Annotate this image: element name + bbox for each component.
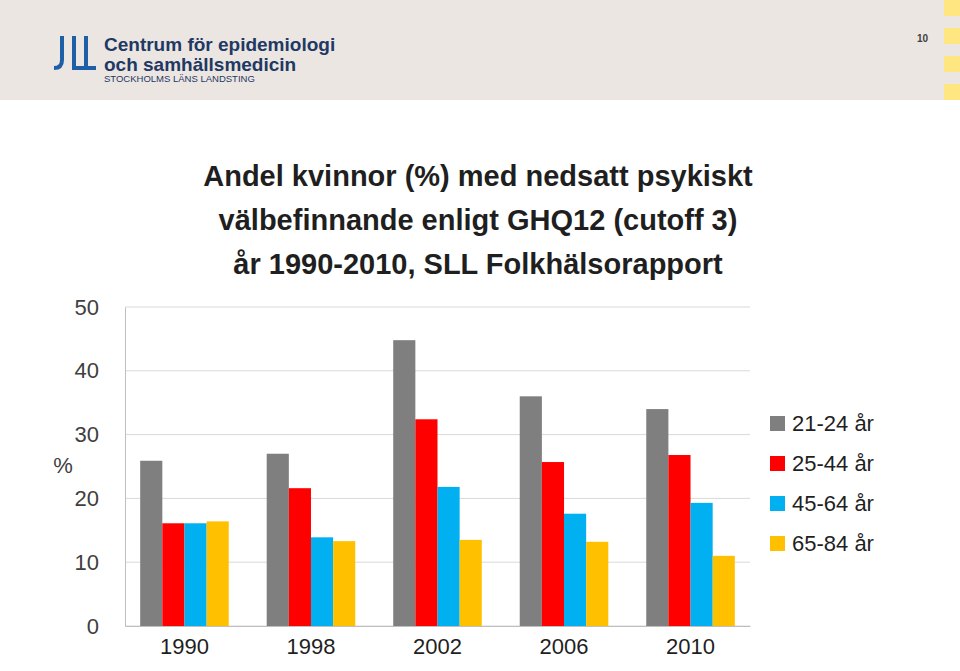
legend-label: 21-24 år <box>792 411 874 436</box>
x-tick-label: 1998 <box>287 634 336 659</box>
y-tick: 40 <box>75 358 125 383</box>
title-line: Andel kvinnor (%) med nedsatt psykiskt <box>203 160 753 192</box>
title-line: välbefinnande enligt GHQ12 (cutoff 3) <box>219 204 738 236</box>
grid-line <box>125 370 750 371</box>
header-band <box>0 0 960 100</box>
y-tick: 20 <box>75 486 125 511</box>
organization: och samhällsmedicin <box>104 54 296 75</box>
logo-stroke <box>54 36 62 68</box>
y-tick-label: 30 <box>75 422 99 447</box>
bar <box>564 514 586 626</box>
bar <box>393 340 415 626</box>
x-axis-line <box>126 626 751 627</box>
bar <box>311 537 333 626</box>
y-axis-line <box>125 308 126 627</box>
legend-swatch <box>770 416 785 431</box>
x-axis: 1990 1998 2002 2006 2010 <box>126 626 751 659</box>
deco-square <box>944 84 960 100</box>
bar <box>415 419 437 626</box>
x-tick-label: 2010 <box>666 634 715 659</box>
bar <box>267 454 289 626</box>
legend-label: 45-64 år <box>792 491 874 516</box>
x-tick: 1990 <box>160 626 209 659</box>
x-tick: 1998 <box>287 626 336 659</box>
bar <box>207 521 229 626</box>
x-tick-label: 2002 <box>413 634 462 659</box>
organization: Centrum för epidemiologi <box>104 34 335 55</box>
y-label: % <box>53 453 73 478</box>
bar <box>520 396 542 626</box>
grid-line <box>125 307 750 308</box>
bar <box>140 461 162 626</box>
legend-label: 25-44 år <box>792 451 874 476</box>
bar <box>691 503 713 626</box>
y-axis: 0 10 20 30 40 50 <box>75 295 126 639</box>
deco-square <box>944 28 960 44</box>
y-tick-label: 20 <box>75 486 99 511</box>
legend-swatch <box>770 456 785 471</box>
logo <box>54 36 96 68</box>
x-tick: 2006 <box>540 626 589 659</box>
legend: 21-24 år 25-44 år 45-64 år 65-84 år <box>770 411 874 556</box>
county: STOCKHOLMS LÄNS LANDSTING <box>104 73 255 84</box>
title: Andel kvinnor (%) med nedsatt psykiskt vä… <box>203 160 753 280</box>
y-tick: 30 <box>75 422 125 447</box>
legend-label: 65-84 år <box>792 531 874 556</box>
bar <box>438 487 460 626</box>
bar <box>460 540 482 626</box>
page: Centrum för epidemiologioch samhällsmedi… <box>0 0 960 671</box>
bar <box>668 455 690 626</box>
y-tick: 0 <box>87 614 125 639</box>
y-tick-label: 0 <box>87 614 99 639</box>
x-tick: 2010 <box>666 626 715 659</box>
deco-square <box>944 0 960 16</box>
bars <box>140 340 735 626</box>
deco-square <box>944 56 960 72</box>
y-tick: 50 <box>75 295 125 320</box>
bar <box>586 542 608 626</box>
page-number: 10 <box>917 33 929 44</box>
legend-swatch <box>770 536 785 551</box>
grid <box>125 307 750 626</box>
x-tick: 2002 <box>413 626 462 659</box>
y-tick-label: 10 <box>75 550 99 575</box>
bar <box>184 523 206 626</box>
y-tick: 10 <box>75 550 125 575</box>
bar <box>289 488 311 626</box>
y-tick-label: 50 <box>75 295 99 320</box>
x-tick-label: 1990 <box>160 634 209 659</box>
bar <box>542 462 564 626</box>
logo-stroke <box>86 36 96 68</box>
title-line: år 1990-2010, SLL Folkhälsorapport <box>233 248 723 280</box>
bar <box>162 523 184 626</box>
legend-swatch <box>770 496 785 511</box>
y-tick-label: 40 <box>75 358 99 383</box>
bar <box>713 556 735 626</box>
bar <box>333 541 355 626</box>
x-tick-label: 2006 <box>540 634 589 659</box>
bar <box>646 409 668 626</box>
logo-stroke <box>74 36 84 68</box>
